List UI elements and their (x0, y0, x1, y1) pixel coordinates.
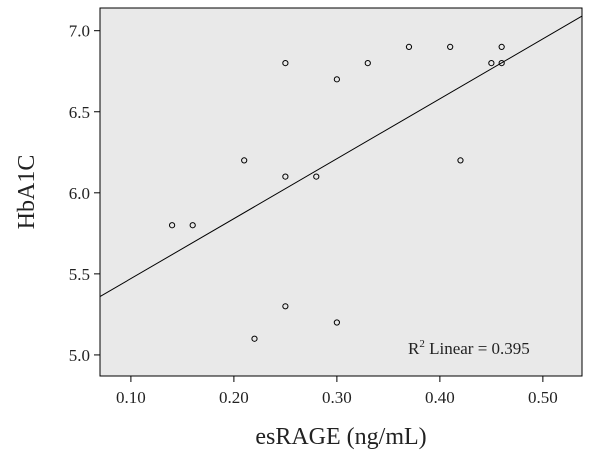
point (241, 157, 248, 164)
point (313, 173, 320, 180)
point (189, 222, 196, 229)
point (488, 60, 495, 67)
point (405, 43, 413, 51)
point (364, 60, 371, 67)
point (282, 60, 289, 67)
point (447, 43, 454, 51)
x-tick-label: 0.50 (528, 388, 558, 407)
fit-line (99, 15, 583, 297)
point (457, 157, 464, 164)
point (251, 335, 258, 342)
point (333, 76, 340, 83)
x-tick-label: 0.30 (322, 388, 352, 407)
annotation-sup: 2 (419, 338, 425, 350)
y-tick-label: 6.0 (69, 184, 90, 203)
y-tick-label: 5.5 (69, 265, 90, 284)
point (333, 319, 340, 326)
point (498, 43, 505, 51)
point (498, 60, 505, 67)
point (282, 173, 289, 180)
y-tick-label: 6.5 (69, 103, 90, 122)
x-axis-title: esRAGE (ng/mL) (255, 424, 426, 450)
annotation-rest: Linear = 0.395 (425, 339, 530, 358)
y-axis-title: HbA1C (14, 155, 40, 230)
plot-area (99, 7, 583, 377)
annotation-base: R (408, 339, 420, 358)
point (282, 303, 289, 310)
x-tick-label: 0.10 (116, 388, 146, 407)
x-tick-label: 0.20 (219, 388, 249, 407)
annotation: R2 Linear = 0.395 (408, 338, 530, 358)
point (168, 222, 176, 229)
y-tick-label: 7.0 (69, 22, 90, 41)
y-tick-label: 5.0 (69, 346, 90, 365)
x-tick-label: 0.40 (425, 388, 455, 407)
